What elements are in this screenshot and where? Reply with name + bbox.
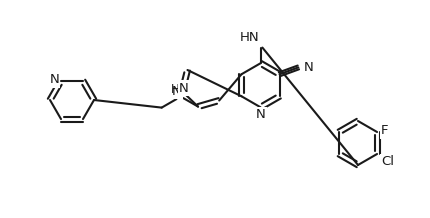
Text: N: N [303,61,313,74]
Text: Cl: Cl [381,155,394,168]
Text: N: N [172,85,181,98]
Text: F: F [381,124,389,138]
Text: N: N [179,82,189,95]
Text: N: N [49,73,59,87]
Text: N: N [255,108,265,121]
Text: H: H [171,83,180,96]
Text: HN: HN [240,31,260,44]
